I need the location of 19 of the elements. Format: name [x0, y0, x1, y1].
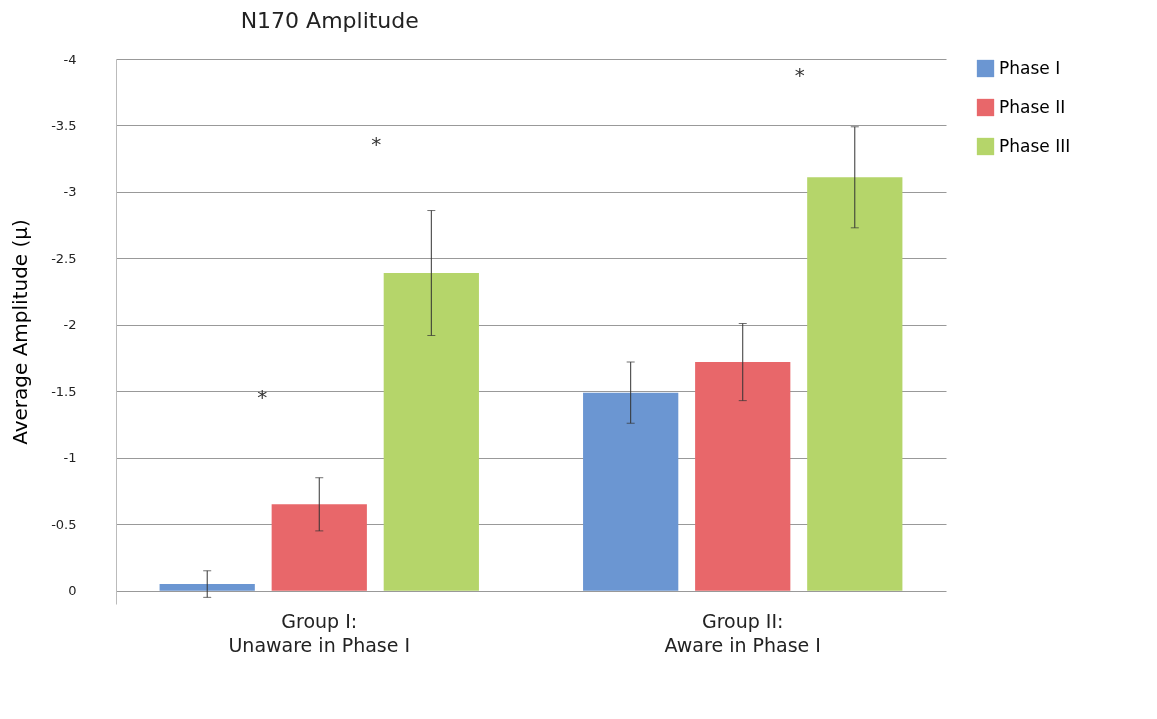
y-tick-label: 0 — [68, 583, 77, 599]
annotation: * — [794, 63, 805, 88]
annotation: * — [371, 132, 382, 157]
y-tick-label: -3.5 — [51, 117, 77, 133]
x-tick-label: Group II: Aware in Phase I — [664, 609, 821, 656]
x-tick-label: Group I: Unaware in Phase I — [228, 609, 411, 656]
y-tick-label: -1.5 — [51, 383, 77, 399]
legend-label: Phase III — [999, 135, 1071, 156]
y-tick-label: -4 — [63, 51, 77, 67]
y-tick-label: -1 — [63, 450, 77, 466]
y-tick-label: -2 — [63, 317, 77, 333]
annotation: * — [257, 384, 268, 409]
y-axis-title: Average Amplitude (μ) — [8, 219, 33, 445]
y-tick-label: -3 — [63, 184, 77, 200]
y-tick-label: -2.5 — [51, 250, 77, 266]
legend-label: Phase II — [999, 96, 1066, 117]
y-tick-label: -0.5 — [51, 516, 77, 532]
chart-title: N170 Amplitude — [240, 8, 419, 33]
legend-label: Phase I — [999, 57, 1061, 78]
